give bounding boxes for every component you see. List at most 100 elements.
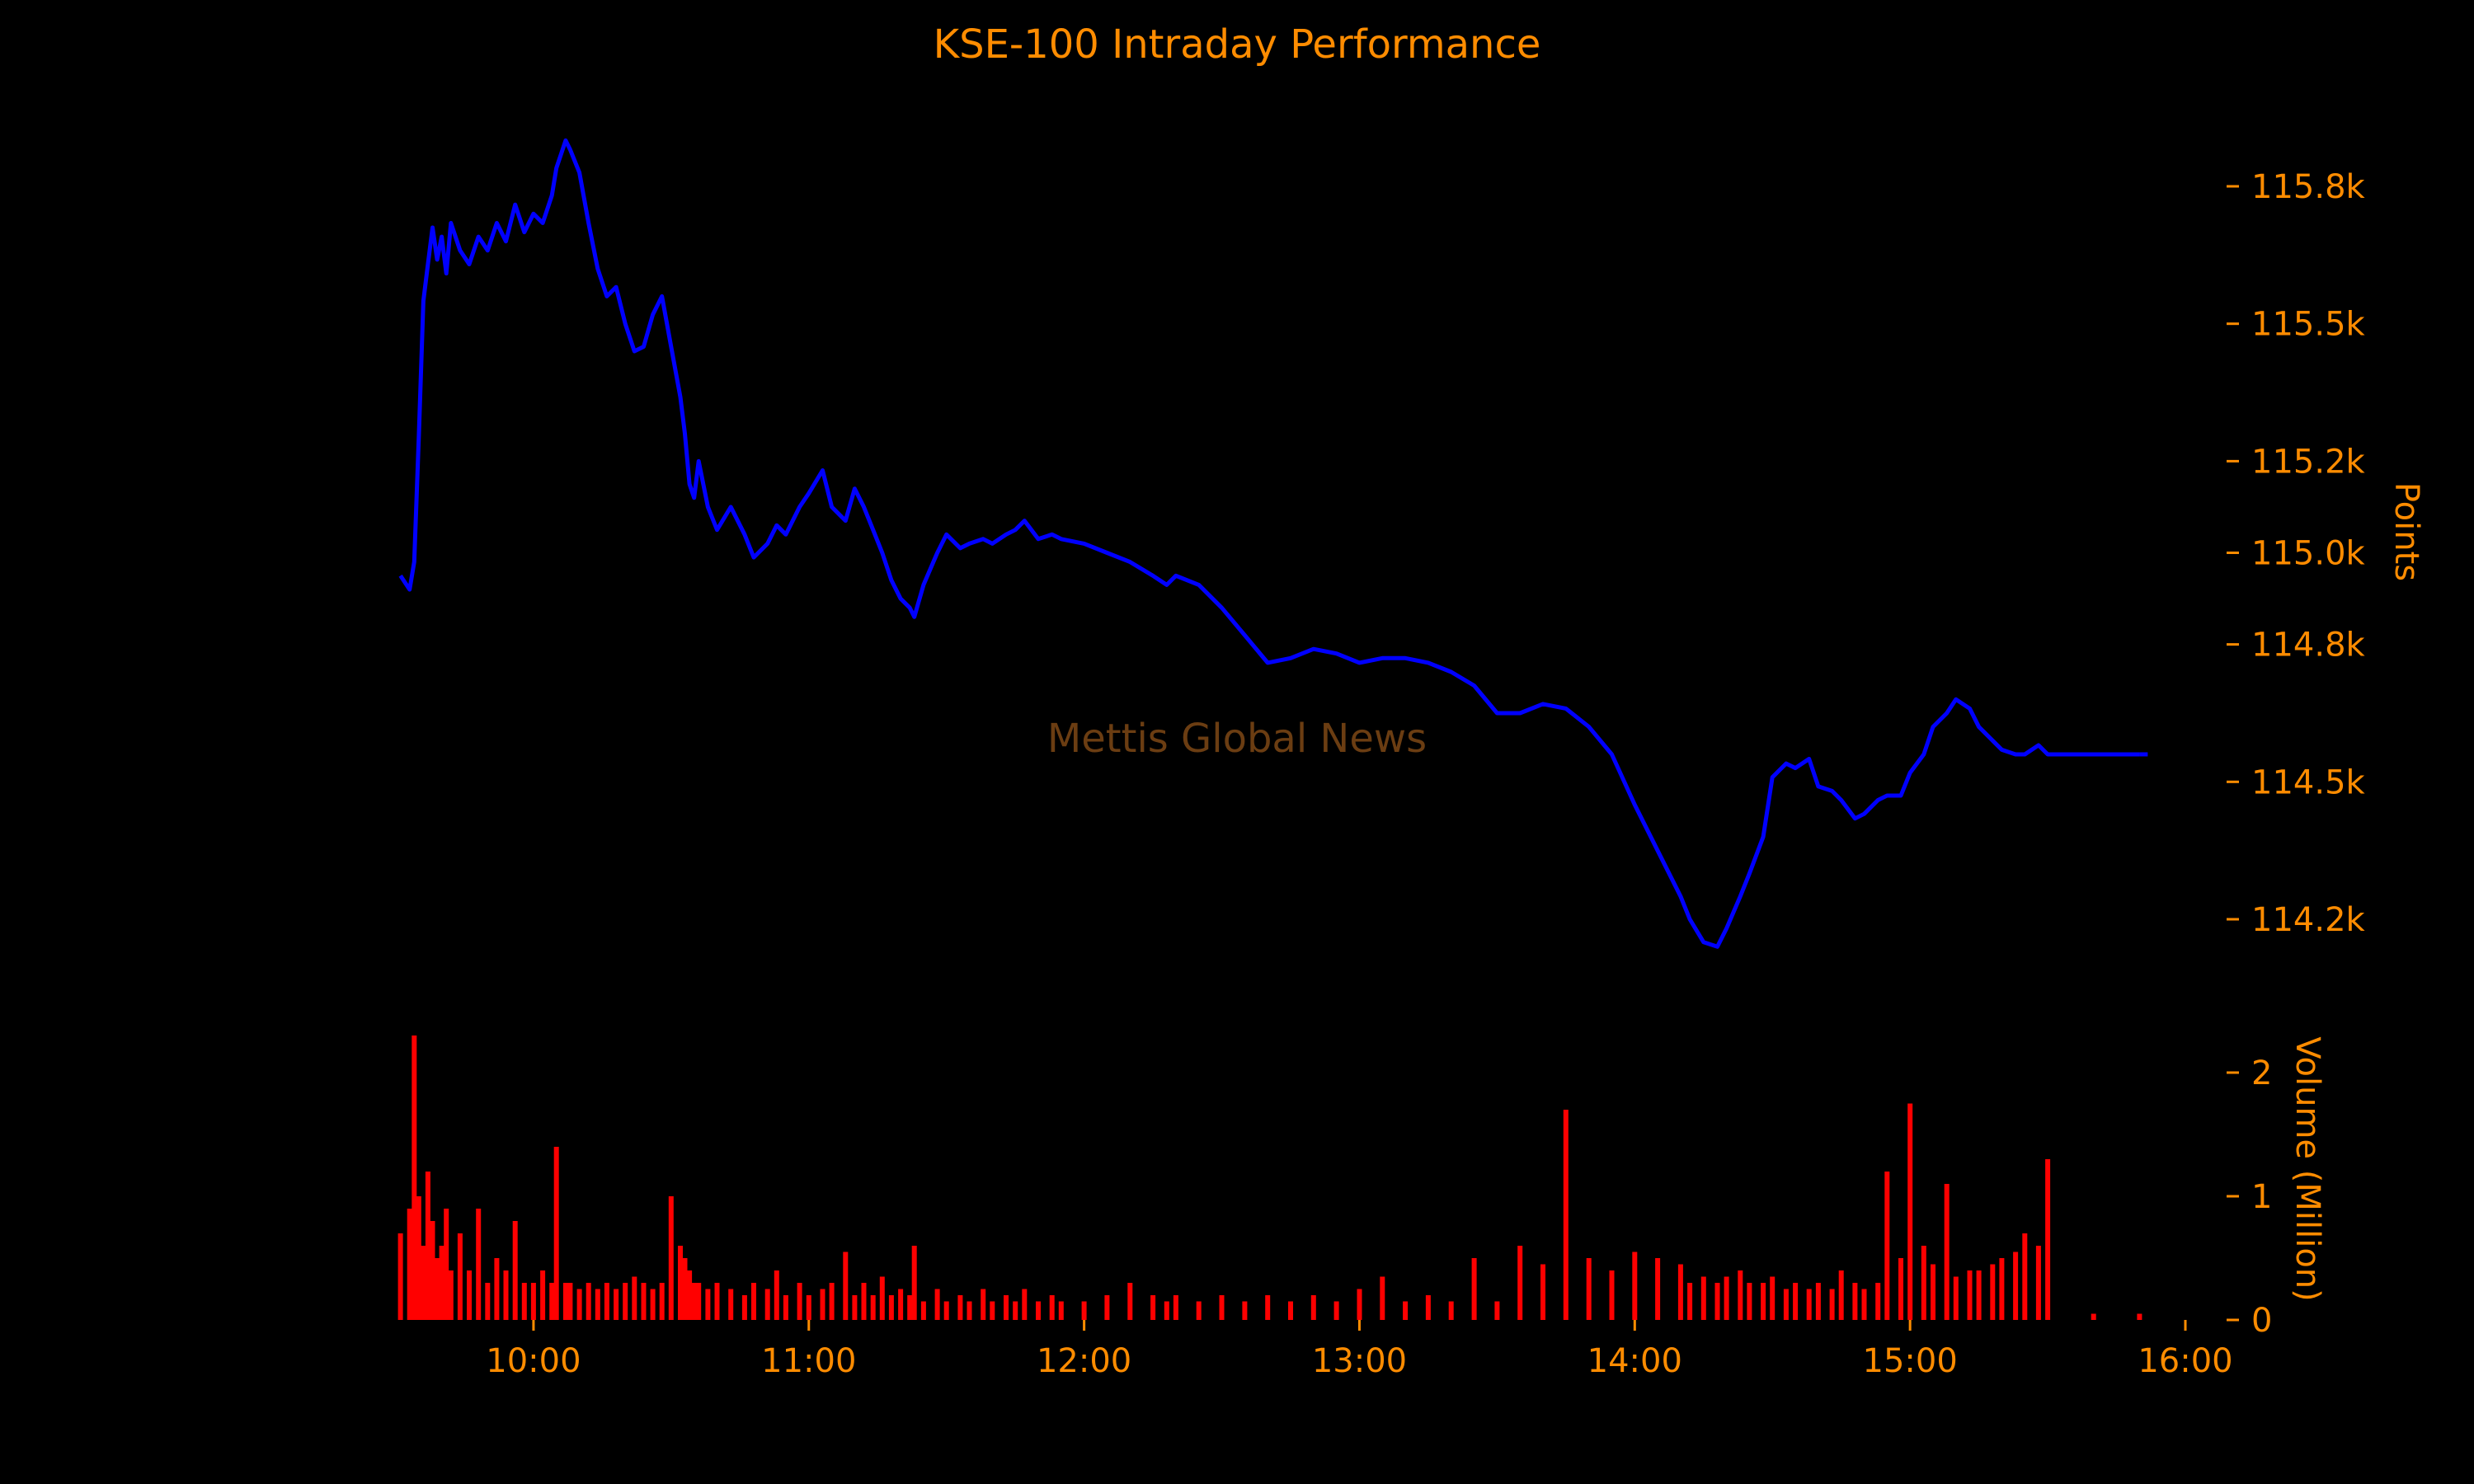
volume-bar [397, 1233, 403, 1320]
volume-bar [641, 1283, 647, 1320]
volume-bar [650, 1289, 656, 1320]
price-tick-label: 115.8k [2251, 168, 2366, 206]
volume-bar [512, 1221, 518, 1320]
volume-bar [1687, 1283, 1693, 1320]
volume-bar [1770, 1276, 1776, 1320]
volume-bar [448, 1270, 454, 1320]
volume-bar [843, 1252, 849, 1320]
volume-bar [687, 1270, 693, 1320]
volume-bar [1036, 1301, 1041, 1320]
volume-bar [1004, 1295, 1009, 1320]
volume-bar [494, 1258, 500, 1320]
volume-bar [1173, 1295, 1178, 1320]
volume-bar [2035, 1246, 2041, 1320]
volume-bar [2045, 1159, 2051, 1320]
volume-bar [1425, 1295, 1431, 1320]
volume-bar [623, 1283, 628, 1320]
volume-tick-label: 1 [2251, 1178, 2272, 1216]
volume-bar [1403, 1301, 1409, 1320]
volume-bar [1806, 1289, 1812, 1320]
volume-bar [1747, 1283, 1752, 1320]
volume-bar [2013, 1252, 2019, 1320]
volume-bar [435, 1258, 440, 1320]
volume-bar [870, 1295, 876, 1320]
price-axis-title: Points [2387, 482, 2425, 581]
volume-bar [1022, 1289, 1028, 1320]
time-tick-label: 11:00 [761, 1342, 856, 1380]
volume-bar [540, 1270, 546, 1320]
volume-bar [1931, 1264, 1935, 1320]
volume-bar [728, 1289, 734, 1320]
volume-bar [682, 1258, 688, 1320]
volume-bar [1861, 1289, 1867, 1320]
volume-bar [1540, 1264, 1545, 1320]
volume-bar [751, 1283, 756, 1320]
volume-axis-title: Volume (Million) [2288, 1036, 2326, 1301]
volume-bar [1944, 1184, 1950, 1320]
volume-bar [1310, 1295, 1316, 1320]
time-axis: 10:00 11:00 12:00 13:00 14:00 15:00 16:00 [486, 1320, 2233, 1380]
volume-bar [1714, 1283, 1720, 1320]
volume-bar [1921, 1246, 1926, 1320]
volume-bar [783, 1295, 788, 1320]
volume-bar [2137, 1313, 2142, 1320]
volume-bar [861, 1283, 867, 1320]
volume-bar [1829, 1289, 1835, 1320]
volume-bar [430, 1221, 435, 1320]
volume-bar [412, 1036, 417, 1320]
price-line [398, 138, 2140, 949]
volume-bar [1049, 1295, 1055, 1320]
watermark-text: Mettis Global News [1047, 716, 1427, 762]
volume-bar [1677, 1264, 1683, 1320]
volume-bar [407, 1209, 412, 1320]
volume-bar [797, 1283, 802, 1320]
price-axis: 114.2k 114.5k 114.8k 115.0k 115.2k 115.5k 115.… [2227, 168, 2366, 939]
volume-bar [696, 1283, 702, 1320]
volume-bar [879, 1276, 885, 1320]
volume-bar [1471, 1258, 1477, 1320]
volume-bar [1563, 1110, 1569, 1320]
volume-bar [1898, 1258, 1903, 1320]
volume-bar [668, 1196, 674, 1320]
volume-bar [1738, 1270, 1743, 1320]
price-tick-label: 115.2k [2251, 443, 2366, 481]
volume-bar [678, 1246, 683, 1320]
time-tick-label: 16:00 [2138, 1342, 2232, 1380]
volume-bar [1196, 1301, 1202, 1320]
volume-bar [553, 1147, 559, 1320]
volume-bar [586, 1283, 591, 1320]
volume-bar [1357, 1289, 1362, 1320]
volume-bar [604, 1283, 609, 1320]
volume-bar [774, 1270, 779, 1320]
time-tick-label: 10:00 [486, 1342, 581, 1380]
volume-bar [1494, 1301, 1500, 1320]
volume-bar [907, 1295, 913, 1320]
volume-bar [1967, 1270, 1973, 1320]
volume-bar [1761, 1283, 1766, 1320]
volume-bar [1517, 1246, 1523, 1320]
volume-bar [1104, 1295, 1110, 1320]
volume-bar [1609, 1270, 1615, 1320]
volume-bar [1219, 1295, 1225, 1320]
volume-bar [1058, 1301, 1064, 1320]
time-tick-label: 13:00 [1312, 1342, 1407, 1380]
price-tick-label: 115.5k [2251, 306, 2366, 344]
volume-bar [934, 1289, 940, 1320]
volume-bar [1333, 1301, 1339, 1320]
volume-bar [659, 1283, 665, 1320]
volume-bar [1783, 1289, 1789, 1320]
price-tick-label: 115.0k [2251, 535, 2366, 573]
volume-bar [957, 1295, 963, 1320]
volume-bar [852, 1295, 858, 1320]
volume-bar [1586, 1258, 1592, 1320]
volume-bar [476, 1209, 482, 1320]
volume-bar [1380, 1276, 1385, 1320]
volume-bar [549, 1283, 555, 1320]
volume-bar [1632, 1252, 1638, 1320]
volume-bar [898, 1289, 904, 1320]
time-tick-label: 14:00 [1587, 1342, 1682, 1380]
volume-bar [1655, 1258, 1661, 1320]
volume-bar [990, 1301, 995, 1320]
volume-bar [1288, 1301, 1293, 1320]
